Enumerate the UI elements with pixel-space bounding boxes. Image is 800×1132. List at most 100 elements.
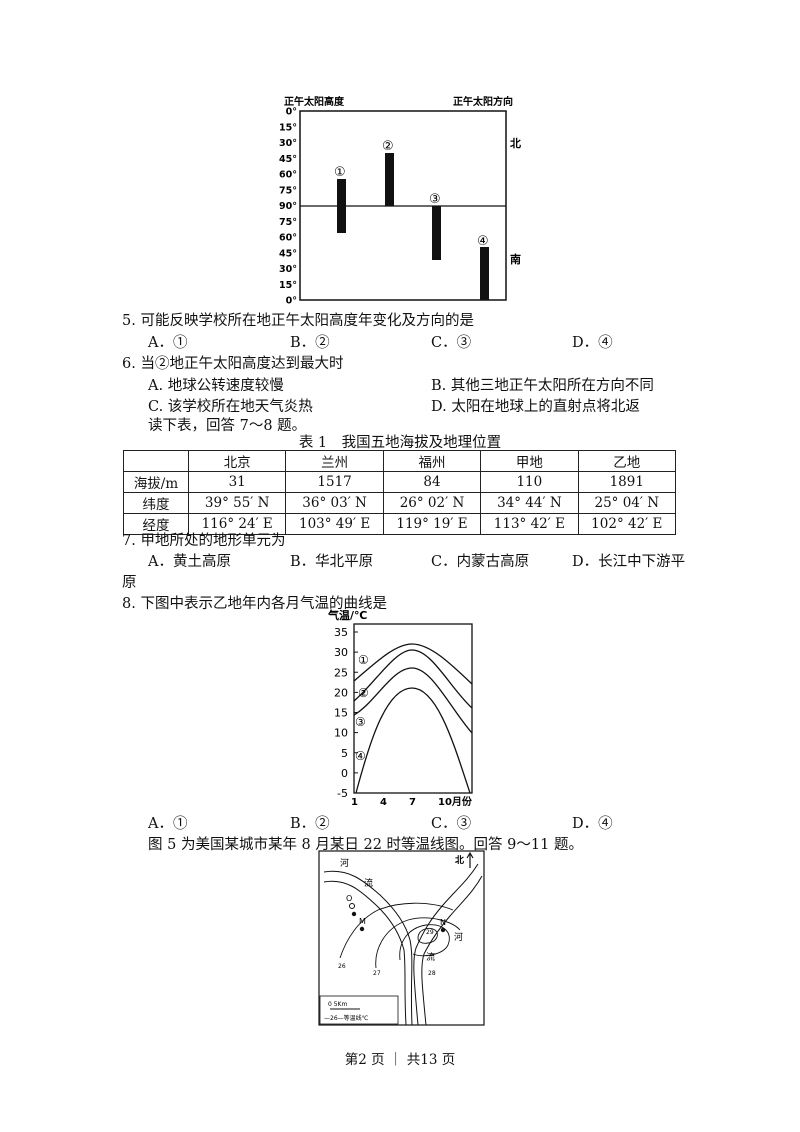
page-footer: 第2 页 ｜ 共13 页 bbox=[344, 1052, 456, 1068]
q8-option-c: C．③ bbox=[431, 816, 472, 832]
table-header-cell: 甲地 bbox=[480, 450, 579, 472]
bar-1 bbox=[337, 179, 346, 233]
bar-2 bbox=[385, 153, 394, 206]
q6-option-d: D. 太阳在地球上的直射点将北返 bbox=[431, 399, 640, 415]
table-cell: 103° 49′ E bbox=[285, 513, 384, 535]
table-cell: 84 bbox=[382, 471, 482, 493]
temp-y-tick-label: 15 bbox=[334, 707, 348, 720]
question-7: 7. 甲地所处的地形单元为 bbox=[122, 533, 286, 549]
sun-chart-tick-label: 30° bbox=[279, 264, 297, 275]
temperature-chart: 气温/℃ 35 30 25 20 15 10 5 0 -5 1 4 7 10月份 ① ② ③ ④ bbox=[327, 608, 473, 808]
sun-chart-tick-label: 90° bbox=[279, 201, 297, 212]
isotherm-27 bbox=[375, 917, 461, 969]
isotherm-map: 北 O M N 河 流 河 流 26 27 28 29 0 5Km —26—等温… bbox=[318, 850, 485, 1026]
temp-y-tick-label: 20 bbox=[334, 686, 348, 699]
temp-x-tick-label: 4 bbox=[380, 797, 387, 808]
temp-chart-frame bbox=[353, 623, 473, 794]
table-header-cell: 兰州 bbox=[285, 450, 384, 472]
sun-altitude-chart: 正午太阳高度 正午太阳方向 0° 15° 30° 45° 60° 75° 90° 75° 60°… bbox=[279, 95, 521, 307]
sun-chart-tick-label: 75° bbox=[279, 185, 297, 196]
map-legend-box bbox=[319, 995, 399, 1025]
point-m-dot bbox=[359, 926, 365, 932]
temp-chart-y-axis: 35 30 25 20 15 10 5 0 -5 bbox=[334, 626, 358, 800]
bar-3 bbox=[432, 206, 441, 260]
table-cell: 1891 bbox=[577, 471, 677, 493]
temp-y-tick-label: 5 bbox=[341, 747, 348, 760]
sun-chart-tick-label: 60° bbox=[279, 233, 297, 244]
bar-label-3: ③ bbox=[429, 192, 441, 207]
sun-chart-tick-label: 45° bbox=[279, 154, 297, 165]
temp-chart-x-axis: 1 4 7 10月份 bbox=[351, 795, 473, 808]
question-6: 6. 当②地正午太阳高度达到最大时 bbox=[122, 356, 344, 372]
sun-chart-tick-label: 15° bbox=[279, 280, 297, 291]
temp-curve-2 bbox=[353, 649, 473, 709]
table-header-cell: 乙地 bbox=[577, 450, 677, 472]
question-8: 8. 下图中表示乙地年内各月气温的曲线是 bbox=[122, 596, 387, 612]
map-river-text-2: 流 bbox=[364, 877, 373, 889]
sun-chart-y-axis: 0° 15° 30° 45° 60° 75° 90° 75° 60° 45° 30° 15° 0° bbox=[279, 107, 297, 307]
table-cell: 116° 24′ E bbox=[187, 513, 287, 535]
table-row: 海拔/m 31 1517 84 110 1891 bbox=[123, 471, 677, 493]
q6-option-b: B. 其他三地正午太阳所在方向不同 bbox=[431, 378, 654, 394]
temp-curve-4 bbox=[355, 687, 471, 794]
table-cell: 110 bbox=[480, 471, 579, 493]
q7-option-d-wrap: 原 bbox=[122, 575, 137, 591]
river-bank bbox=[421, 875, 483, 1026]
question-5: 5. 可能反映学校所在地正午太阳高度年变化及方向的是 bbox=[122, 313, 474, 329]
table-cell: 102° 42′ E bbox=[577, 513, 677, 535]
sun-chart-left-title: 正午太阳高度 bbox=[284, 95, 345, 108]
sun-chart-tick-label: 60° bbox=[279, 170, 297, 181]
temp-y-tick-label: 0 bbox=[341, 767, 348, 780]
q7-option-a: A．黄土高原 bbox=[148, 554, 231, 570]
river-bank bbox=[323, 880, 407, 1026]
table-header-cell bbox=[123, 450, 189, 472]
temp-y-tick-label: 10 bbox=[334, 727, 348, 740]
isotherm-label-29: 29 bbox=[426, 929, 434, 936]
south-label: 南 bbox=[510, 252, 521, 266]
map-river-text-3: 河 bbox=[454, 931, 463, 943]
map-label-n: N bbox=[440, 918, 446, 927]
temp-curve-1 bbox=[353, 643, 473, 685]
sun-chart-tick-label: 75° bbox=[279, 217, 297, 228]
isotherm-28 bbox=[399, 924, 450, 961]
isotherm-label-27: 27 bbox=[373, 970, 381, 977]
sun-chart-tick-label: 0° bbox=[286, 107, 297, 118]
temp-curve-label-2: ② bbox=[358, 686, 369, 700]
q8-option-d: D．④ bbox=[572, 816, 613, 832]
sun-chart-tick-label: 15° bbox=[279, 122, 297, 133]
q5-option-a: A．① bbox=[148, 335, 188, 351]
table-header-cell: 福州 bbox=[382, 450, 482, 472]
map-river-text-1: 河 bbox=[340, 857, 349, 869]
table-cell: 海拔/m bbox=[123, 471, 189, 493]
table-cell: 26° 02′ N bbox=[382, 492, 482, 514]
temp-x-tick-label: 10月份 bbox=[438, 795, 473, 808]
table-header-cell: 北京 bbox=[187, 450, 287, 472]
table-cell: 经度 bbox=[123, 513, 189, 535]
north-arrow-icon bbox=[466, 851, 474, 868]
temp-x-tick-label: 1 bbox=[351, 797, 358, 808]
river-bank bbox=[323, 870, 413, 1026]
q6-option-c: C. 该学校所在地天气炎热 bbox=[148, 399, 313, 415]
table-cell: 36° 03′ N bbox=[285, 492, 384, 514]
q7-option-b: B．华北平原 bbox=[290, 554, 374, 570]
table-cell: 31 bbox=[187, 471, 287, 493]
map-legend-text: —26—等温线℃ bbox=[324, 1014, 369, 1022]
isotherm-29 bbox=[417, 927, 438, 944]
table-caption: 表 1 我国五地海拔及地理位置 bbox=[298, 435, 502, 451]
geo-table: 北京 兰州 福州 甲地 乙地 海拔/m 31 1517 84 110 1891 … bbox=[123, 450, 677, 535]
q7-option-d: D．长江中下游平 bbox=[572, 554, 686, 570]
table-cell: 1517 bbox=[285, 471, 384, 493]
temp-curve-3 bbox=[353, 667, 473, 734]
isotherm-26 bbox=[339, 902, 454, 959]
temp-curve-label-1: ① bbox=[358, 653, 369, 667]
bar-4 bbox=[480, 247, 489, 300]
bar-label-4: ④ bbox=[477, 234, 489, 249]
table-cell: 39° 55′ N bbox=[187, 492, 287, 514]
q5-option-b: B．② bbox=[290, 335, 330, 351]
sun-chart-tick-label: 0° bbox=[286, 296, 297, 307]
q5-option-c: C．③ bbox=[431, 335, 472, 351]
intro-9-11: 图 5 为美国某城市某年 8 月某日 22 时等温线图。回答 9～11 题。 bbox=[148, 837, 583, 853]
q5-option-d: D．④ bbox=[572, 335, 613, 351]
isotherm-label-26: 26 bbox=[338, 963, 346, 970]
map-scale: 0 5Km bbox=[328, 1001, 347, 1008]
